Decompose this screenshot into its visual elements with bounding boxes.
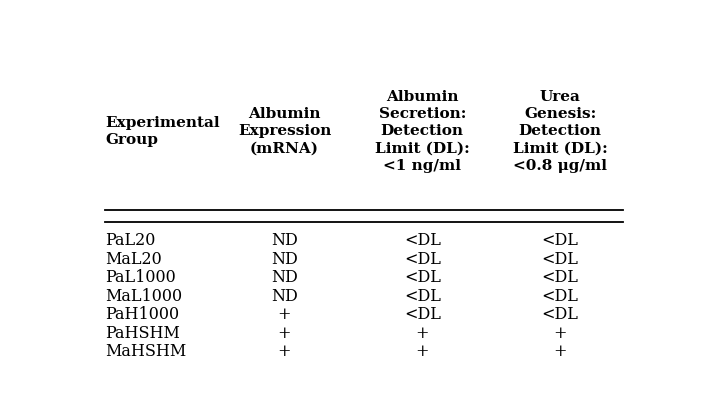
Text: <DL: <DL: [404, 232, 441, 249]
Text: Experimental
Group: Experimental Group: [105, 116, 220, 147]
Text: PaHSHM: PaHSHM: [105, 325, 181, 341]
Text: <DL: <DL: [542, 251, 579, 268]
Text: PaL20: PaL20: [105, 232, 156, 249]
Text: <DL: <DL: [404, 269, 441, 286]
Text: +: +: [415, 343, 429, 360]
Text: +: +: [278, 325, 292, 341]
Text: +: +: [278, 306, 292, 323]
Text: MaHSHM: MaHSHM: [105, 343, 187, 360]
Text: MaL20: MaL20: [105, 251, 162, 268]
Text: <DL: <DL: [404, 288, 441, 304]
Text: PaL1000: PaL1000: [105, 269, 176, 286]
Text: <DL: <DL: [542, 269, 579, 286]
Text: +: +: [415, 325, 429, 341]
Text: Albumin
Secretion:
Detection
Limit (DL):
<1 ng/ml: Albumin Secretion: Detection Limit (DL):…: [375, 89, 470, 173]
Text: ND: ND: [271, 232, 298, 249]
Text: <DL: <DL: [542, 288, 579, 304]
Text: <DL: <DL: [404, 251, 441, 268]
Text: MaL1000: MaL1000: [105, 288, 183, 304]
Text: PaH1000: PaH1000: [105, 306, 180, 323]
Text: +: +: [278, 343, 292, 360]
Text: ND: ND: [271, 288, 298, 304]
Text: Albumin
Expression
(mRNA): Albumin Expression (mRNA): [237, 107, 331, 155]
Text: ND: ND: [271, 269, 298, 286]
Text: <DL: <DL: [542, 306, 579, 323]
Text: ND: ND: [271, 251, 298, 268]
Text: <DL: <DL: [542, 232, 579, 249]
Text: +: +: [553, 343, 567, 360]
Text: +: +: [553, 325, 567, 341]
Text: <DL: <DL: [404, 306, 441, 323]
Text: Urea
Genesis:
Detection
Limit (DL):
<0.8 μg/ml: Urea Genesis: Detection Limit (DL): <0.8…: [513, 89, 607, 173]
